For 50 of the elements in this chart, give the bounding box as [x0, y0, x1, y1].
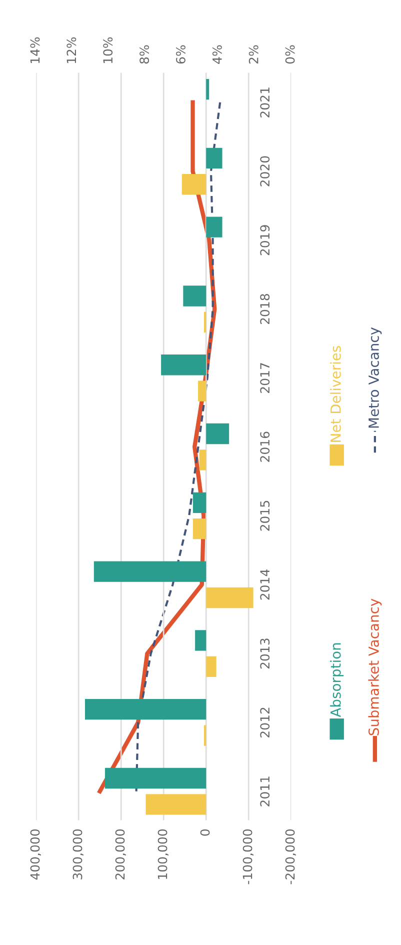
text: Submarket Vacancy — [368, 598, 382, 736]
bar — [198, 380, 206, 402]
bar — [195, 630, 206, 651]
bar — [206, 587, 254, 608]
bar — [84, 699, 206, 720]
bar — [104, 768, 206, 789]
bar — [206, 78, 210, 100]
y-tick-label: 2016 — [260, 432, 270, 462]
y-tick-label: 2011 — [260, 776, 270, 806]
x2-tick-label: 0% — [285, 45, 295, 64]
text: Net Deliveries — [330, 346, 341, 442]
x-tick-label: 300,000 — [72, 829, 84, 880]
bar — [206, 148, 222, 169]
bar — [182, 174, 206, 195]
bar — [183, 286, 206, 306]
bar — [192, 518, 206, 540]
x-tick-label: -200,000 — [285, 829, 296, 884]
bar — [94, 561, 206, 582]
y-tick-label: 2015 — [260, 500, 270, 531]
y-tick-label: 2017 — [260, 363, 270, 393]
x2-tick-label: 6% — [176, 45, 186, 64]
x2-tick-label: 14% — [30, 37, 40, 64]
y-tick-label: 2012 — [260, 708, 270, 738]
x-tick-label: 100,000 — [158, 829, 169, 879]
bar — [206, 216, 222, 238]
bar — [206, 656, 216, 677]
bar — [199, 450, 206, 470]
x2-tick-label: 12% — [66, 37, 76, 64]
x-tick-label: 400,000 — [30, 829, 41, 880]
text: Absorption — [330, 643, 344, 718]
bar — [161, 354, 206, 376]
bar — [204, 312, 206, 332]
y-tick-label: 2021 — [260, 88, 270, 118]
bar — [146, 794, 206, 815]
y-tick-label: 2018 — [260, 294, 270, 324]
x2-tick-label: 2% — [248, 45, 258, 64]
bar — [204, 725, 206, 746]
bar — [192, 492, 206, 513]
x-tick-label: 0 — [200, 829, 210, 836]
y-tick-label: 2014 — [260, 569, 270, 600]
text: Metro Vacancy — [368, 327, 382, 428]
x2-tick-label: 10% — [103, 37, 113, 64]
y-tick-label: 2019 — [260, 225, 270, 256]
y-tick-label: 2020 — [260, 156, 270, 186]
bar — [206, 423, 230, 444]
y-tick-label: 2013 — [260, 638, 270, 669]
x-tick-label: 200,000 — [115, 829, 126, 880]
x-tick-label: -100,000 — [242, 829, 254, 884]
x2-tick-label: 4% — [212, 45, 222, 64]
x2-tick-label: 8% — [140, 45, 150, 64]
